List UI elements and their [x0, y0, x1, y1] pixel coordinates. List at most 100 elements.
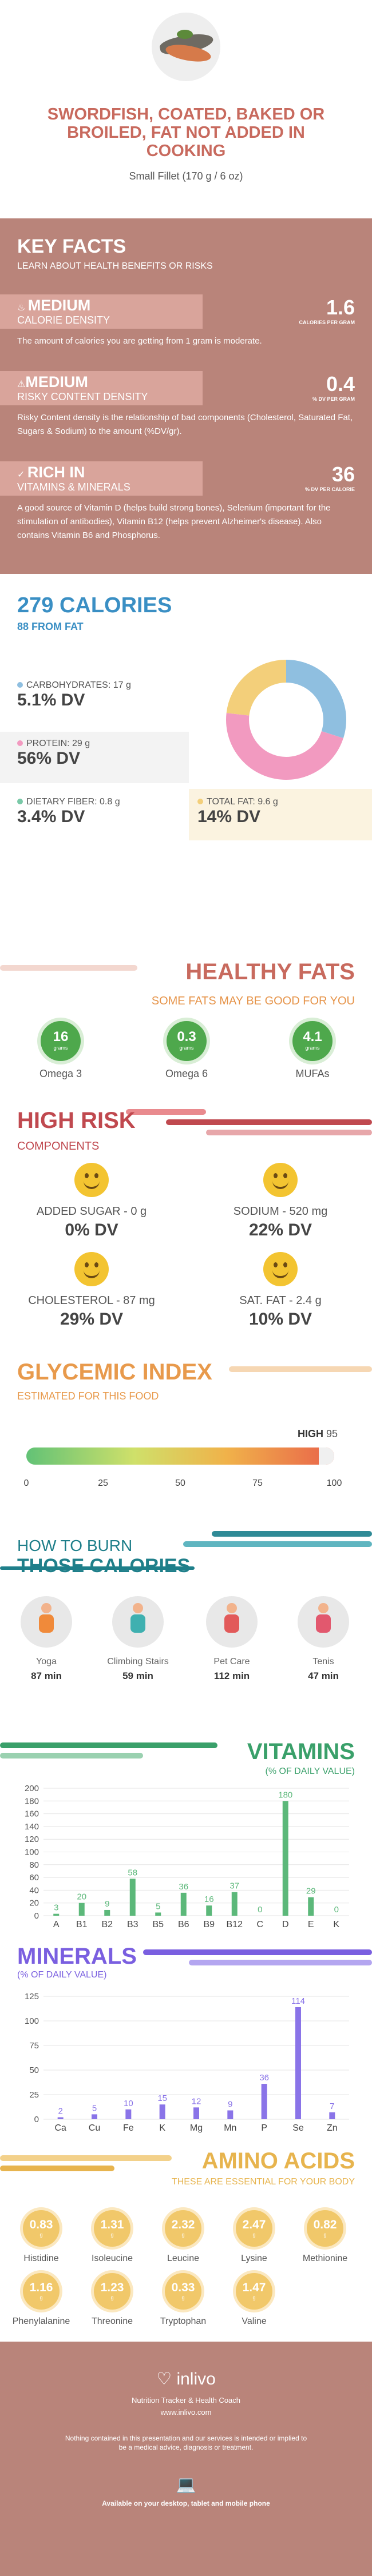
risk-sat-fat: SAT. FAT - 2.4 g 10% DV: [200, 1252, 361, 1329]
y-tick-label: 160: [25, 1809, 39, 1819]
fact-unit: % DV PER GRAM: [312, 396, 355, 402]
amino-acids-section: AMINO ACIDS THESE ARE ESSENTIAL FOR YOUR…: [0, 2142, 372, 2342]
donut-protein: [226, 660, 346, 780]
fat-dot-icon: [197, 799, 203, 804]
bar: [329, 2112, 335, 2119]
website-link[interactable]: www.inlivo.com: [160, 2408, 212, 2417]
bar: [129, 1879, 136, 1916]
carbs-dot-icon: [17, 682, 23, 688]
amino-unit: g: [110, 2232, 114, 2238]
activity-label: Pet Care: [213, 1657, 250, 1666]
high-risk-subtitle: COMPONENTS: [17, 1140, 100, 1153]
amino-label: Threonine: [91, 2316, 133, 2326]
food-title: SWORDFISH, COATED, BAKED OR BROILED, FAT…: [47, 105, 325, 160]
fat-unit: grams: [179, 1045, 194, 1051]
amino-subtitle: THESE ARE ESSENTIAL FOR YOUR BODY: [171, 2177, 355, 2187]
fat-omega6: 0.3 grams Omega 6: [152, 1021, 221, 1080]
data-label: 9: [105, 1899, 109, 1909]
high-risk-title: HIGH RISK: [17, 1108, 136, 1133]
amino-circle: 1.23 g: [94, 2273, 130, 2310]
macro-dv: 3.4% DV: [17, 807, 85, 826]
x-tick-label: B12: [227, 1920, 243, 1929]
glycemic-tick: 100: [326, 1478, 342, 1488]
amino-acid-item: 0.82 g Methionine: [291, 2210, 359, 2264]
fact-value: 0.4: [326, 372, 355, 396]
dog-walk-icon: [206, 1596, 258, 1648]
amino-acid-item: 0.83 g Histidine: [7, 2210, 76, 2264]
amino-unit: g: [323, 2232, 327, 2238]
activity-pet-care: Pet Care 112 min: [195, 1596, 269, 1682]
burn-title-line1: HOW TO BURN: [17, 1537, 133, 1554]
x-tick-label: Ca: [54, 2123, 66, 2133]
activity-time: 59 min: [122, 1670, 153, 1681]
amino-circle: 0.82 g: [307, 2210, 343, 2247]
y-tick-label: 75: [29, 2041, 39, 2051]
data-label: 10: [124, 2099, 133, 2108]
data-label: 29: [306, 1887, 316, 1896]
amino-acid-item: 2.32 g Leucine: [149, 2210, 217, 2264]
bar: [282, 1801, 288, 1916]
brand-logo: ♡ inlivo: [0, 2369, 372, 2389]
fact-unit: CALORIES PER GRAM: [299, 320, 355, 325]
data-label: 0: [334, 1905, 339, 1915]
donut-fat: [226, 660, 346, 780]
minerals-bar-chart: 0 25 50 75 100 125 2 Ca 5 Cu 10 Fe 15 K 12 Mg 9 Mn 36 P 114 S…: [25, 1992, 349, 2133]
key-facts-section: KEY FACTS LEARN ABOUT HEALTH BENEFITS OR…: [0, 218, 372, 574]
macro-label: DIETARY FIBER: 0.8 g: [26, 797, 120, 807]
activity-yoga: Yoga 87 min: [9, 1596, 84, 1682]
x-tick-label: P: [261, 2123, 267, 2133]
amino-circle: 1.47 g: [236, 2273, 272, 2310]
flame-icon: ♨: [17, 303, 26, 313]
glycemic-title: GLYCEMIC INDEX: [17, 1359, 212, 1385]
amino-value: 1.16: [29, 2281, 53, 2294]
tagline: Nutrition Tracker & Health Coach: [131, 2396, 241, 2404]
macro-donut-chart: [226, 660, 346, 780]
activity-label: Tenis: [312, 1657, 334, 1666]
y-tick-label: 120: [25, 1835, 39, 1844]
fat-label: MUFAs: [295, 1068, 330, 1079]
minerals-section: MINERALS (% OF DAILY VALUE) 0 25 50 75 100 12…: [0, 1936, 372, 2142]
macro-dv: 56% DV: [17, 749, 81, 768]
smiley-icon: [263, 1252, 298, 1286]
x-tick-label: Cu: [89, 2123, 100, 2133]
activity-label: Yoga: [36, 1657, 57, 1666]
amino-value: 2.47: [242, 2218, 266, 2231]
burn-title-line2: THOSE CALORIES: [17, 1555, 191, 1577]
macro-carbs: CARBOHYDRATES: 17 g 5.1% DV: [17, 680, 131, 710]
x-tick-label: E: [308, 1920, 314, 1929]
bar: [180, 1892, 187, 1916]
yoga-icon: [21, 1596, 72, 1648]
fiber-dot-icon: [17, 799, 23, 804]
activity-label: Climbing Stairs: [107, 1657, 169, 1666]
y-tick-label: 60: [29, 1873, 39, 1883]
y-tick-label: 0: [34, 1911, 39, 1921]
y-tick-label: 140: [25, 1822, 39, 1832]
fat-unit: grams: [305, 1045, 320, 1051]
fat-unit: grams: [53, 1045, 68, 1051]
amino-circle: 1.31 g: [94, 2210, 130, 2247]
glycemic-level: HIGH 95: [298, 1428, 338, 1440]
fat-mufas: 4.1 grams MUFAs: [278, 1021, 347, 1080]
amino-value: 0.33: [171, 2281, 195, 2294]
macro-protein: PROTEIN: 29 g 56% DV: [17, 739, 90, 768]
fat-value: 16: [53, 1029, 69, 1044]
macro-label: PROTEIN: 29 g: [26, 739, 90, 748]
x-tick-label: B2: [101, 1920, 113, 1929]
bar: [125, 2109, 132, 2119]
risk-label: ADDED SUGAR - 0 g: [36, 1205, 147, 1218]
glycemic-value: 95: [326, 1428, 338, 1439]
logo-text: inlivo: [176, 2370, 216, 2388]
bar: [308, 1897, 314, 1916]
data-label: 7: [330, 2102, 334, 2111]
risk-sodium: SODIUM - 520 mg 22% DV: [200, 1163, 361, 1240]
risk-label: SODIUM - 520 mg: [233, 1205, 328, 1218]
burn-calories-section: HOW TO BURN THOSE CALORIES Yoga 87 min C…: [0, 1512, 372, 1729]
amino-circle: 0.83 g: [23, 2210, 60, 2247]
x-tick-label: Mn: [224, 2123, 236, 2133]
tennis-icon: [298, 1596, 349, 1648]
data-label: 0: [258, 1905, 262, 1915]
fat-omega3: 16 grams Omega 3: [26, 1021, 95, 1080]
amino-unit: g: [110, 2295, 114, 2300]
x-tick-label: B1: [76, 1920, 88, 1929]
activity-stairs: Climbing Stairs 59 min: [101, 1596, 175, 1682]
